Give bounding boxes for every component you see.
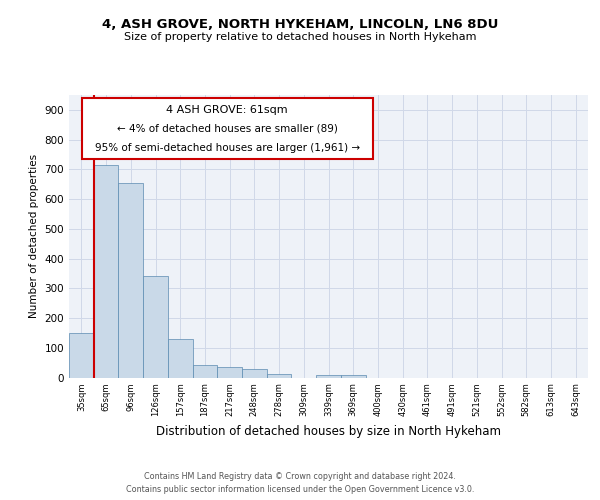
FancyBboxPatch shape — [82, 98, 373, 158]
Bar — [143, 276, 168, 378]
Bar — [217, 367, 242, 378]
Text: 95% of semi-detached houses are larger (1,961) →: 95% of semi-detached houses are larger (… — [95, 142, 360, 152]
Text: Size of property relative to detached houses in North Hykeham: Size of property relative to detached ho… — [124, 32, 476, 42]
Bar — [168, 339, 193, 378]
Bar — [193, 365, 217, 378]
Bar — [94, 165, 118, 378]
Bar — [69, 333, 94, 378]
Bar — [341, 374, 365, 378]
Text: ← 4% of detached houses are smaller (89): ← 4% of detached houses are smaller (89) — [117, 123, 338, 133]
Text: Contains HM Land Registry data © Crown copyright and database right 2024.
Contai: Contains HM Land Registry data © Crown c… — [126, 472, 474, 494]
Bar — [316, 374, 341, 378]
Bar — [267, 374, 292, 378]
Bar — [118, 182, 143, 378]
Bar — [242, 368, 267, 378]
Text: 4 ASH GROVE: 61sqm: 4 ASH GROVE: 61sqm — [166, 105, 288, 115]
X-axis label: Distribution of detached houses by size in North Hykeham: Distribution of detached houses by size … — [156, 424, 501, 438]
Text: 4, ASH GROVE, NORTH HYKEHAM, LINCOLN, LN6 8DU: 4, ASH GROVE, NORTH HYKEHAM, LINCOLN, LN… — [102, 18, 498, 30]
Y-axis label: Number of detached properties: Number of detached properties — [29, 154, 39, 318]
